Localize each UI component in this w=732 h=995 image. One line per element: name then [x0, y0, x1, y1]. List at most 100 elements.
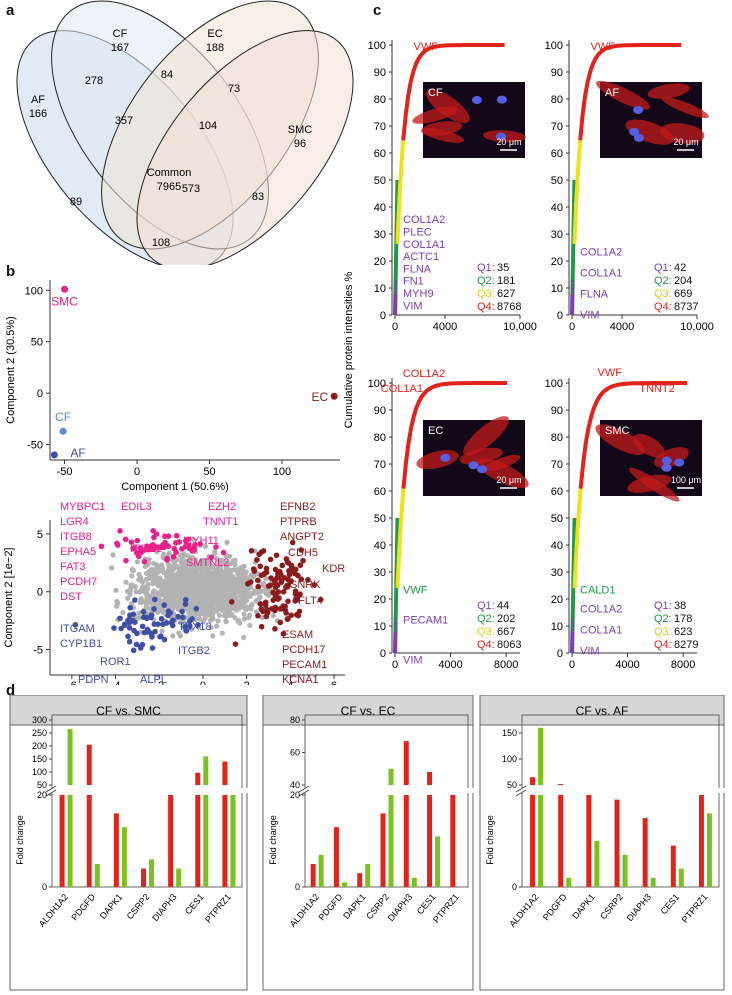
category-label: DAPK1 — [98, 892, 125, 921]
bar — [121, 827, 127, 887]
background-point — [139, 579, 146, 585]
venn-label-smc: SMC — [288, 124, 313, 136]
y-tick-label: 20 — [290, 790, 300, 800]
venn-count-af: 166 — [29, 108, 47, 120]
y-tick-label: 60 — [551, 148, 563, 160]
bar-upper — [203, 756, 209, 785]
group-point — [311, 582, 318, 588]
mid-gene-label: CALD1 — [580, 585, 615, 597]
gene-label: ESAM — [282, 629, 313, 641]
curve-point — [571, 304, 575, 308]
gene-label: KDR — [322, 563, 345, 575]
y-tick-label: 70 — [374, 121, 386, 133]
group-point — [257, 601, 264, 607]
background-point — [134, 559, 140, 565]
category-label: PDGFD — [69, 891, 97, 922]
quartile-value: 202 — [497, 613, 515, 625]
group-point — [285, 615, 291, 622]
background-point — [236, 587, 242, 593]
background-point — [219, 630, 225, 636]
background-point — [183, 566, 190, 573]
group-point — [213, 544, 219, 550]
y-tick-label: -5 — [33, 645, 43, 657]
background-point — [236, 618, 242, 624]
background-point — [166, 550, 172, 556]
gene-label: CDH5 — [288, 547, 318, 559]
group-point — [176, 539, 183, 545]
bar-lower — [195, 795, 201, 887]
x-tick-label: 4000 — [615, 659, 639, 671]
background-point — [136, 610, 142, 616]
quartile-label: Q2: — [654, 275, 672, 287]
background-point — [263, 575, 269, 582]
group-point — [267, 556, 274, 563]
gene-label: EFNB2 — [280, 501, 315, 513]
background-point — [232, 557, 238, 563]
group-point — [186, 623, 193, 629]
point-af — [50, 451, 58, 459]
background-point — [142, 563, 148, 570]
gene-label: PECAM1 — [282, 659, 327, 671]
x-tick-label: -2 — [154, 680, 164, 685]
bar — [380, 813, 386, 887]
y-tick-label: 60 — [374, 486, 386, 498]
background-point — [114, 598, 120, 605]
background-point — [197, 616, 203, 622]
quartile-label: Q4: — [477, 301, 495, 313]
bar — [614, 799, 620, 887]
x-tick-label: 10,000 — [503, 321, 537, 333]
cell-nucleus — [495, 132, 506, 141]
cell-body — [421, 127, 465, 143]
group-point — [274, 582, 281, 589]
background-point — [160, 565, 166, 572]
group-point — [293, 595, 299, 602]
background-point — [214, 576, 221, 582]
group-point — [285, 576, 292, 583]
quartile-value: 8737 — [674, 301, 698, 313]
group-point — [228, 599, 235, 605]
group-point — [117, 615, 123, 622]
group-point — [285, 582, 292, 588]
group-point — [148, 630, 155, 637]
background-point — [177, 620, 184, 626]
axis-break — [298, 785, 310, 793]
y-tick-label: 50 — [374, 513, 386, 525]
gene-label: CYP1B1 — [60, 638, 102, 650]
y-tick-label: 60 — [374, 148, 386, 160]
background-point — [200, 560, 206, 566]
y-axis-label: Fold change — [268, 815, 278, 865]
group-point — [187, 618, 193, 624]
curve-segment — [401, 381, 507, 489]
group-point — [258, 549, 265, 555]
background-point — [195, 562, 201, 568]
curve-point — [571, 311, 575, 315]
group-point — [290, 566, 296, 572]
background-point — [210, 616, 216, 622]
background-point — [192, 556, 198, 563]
axis-break-gap — [297, 788, 476, 793]
y-tick-label: 50 — [31, 337, 43, 349]
category-label: DAPK1 — [341, 892, 368, 921]
gene-label: MYBPC1 — [60, 501, 105, 513]
point-label-cf: CF — [55, 410, 71, 424]
category-label: ALDH1A2 — [288, 892, 321, 929]
background-point — [232, 562, 238, 568]
bar-upper — [222, 761, 228, 785]
x-tick-label: 0 — [134, 466, 140, 478]
quartile-label: Q3: — [477, 288, 495, 300]
y-tick-label: 30 — [551, 229, 563, 241]
gene-label: ALPL — [140, 674, 167, 685]
background-point — [193, 590, 199, 596]
x-tick-label: 8000 — [494, 659, 518, 671]
cell-body — [661, 97, 709, 118]
bar — [706, 813, 712, 887]
y-tick-label: 50 — [37, 780, 47, 790]
y-tick-label: 70 — [374, 459, 386, 471]
bar — [341, 882, 347, 887]
category-label: PDGFD — [317, 891, 345, 922]
axis-break — [45, 789, 57, 797]
background-point — [210, 633, 216, 639]
background-point — [113, 587, 119, 593]
bottom-gene-label: COL1A2 — [580, 247, 622, 259]
